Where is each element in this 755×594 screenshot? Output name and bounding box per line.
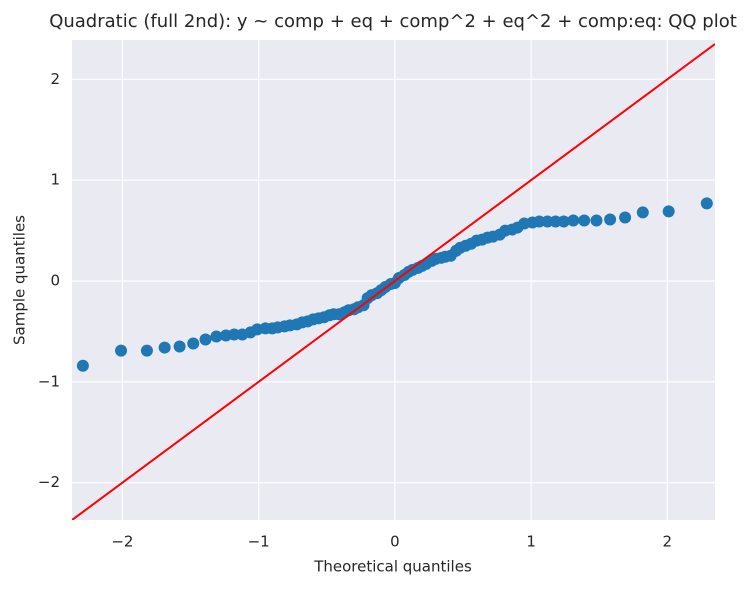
point (604, 213, 617, 226)
point (173, 340, 186, 353)
point (619, 211, 632, 224)
point (210, 330, 223, 343)
x-tick-label: 1 (526, 533, 536, 551)
point (140, 344, 153, 357)
point (76, 359, 89, 372)
point (590, 214, 603, 227)
point (567, 214, 580, 227)
point (199, 333, 212, 346)
point (187, 337, 200, 350)
y-tick-label: −1 (38, 372, 60, 390)
reference-line (72, 43, 715, 520)
x-axis-label: Theoretical quantiles (313, 558, 472, 576)
point (578, 214, 591, 227)
y-axis-label: Sample quantiles (11, 215, 29, 345)
point (662, 205, 675, 218)
point (636, 206, 649, 219)
point (557, 215, 570, 228)
point (158, 341, 171, 354)
y-tick-label: 0 (50, 272, 60, 290)
point (115, 344, 128, 357)
x-tick-label: 2 (663, 533, 673, 551)
chart-title: Quadratic (full 2nd): y ~ comp + eq + co… (49, 11, 737, 32)
x-tick-label: 0 (390, 533, 400, 551)
y-tick-label: −2 (38, 473, 60, 491)
marks (72, 43, 715, 520)
point (700, 197, 713, 210)
y-tick-label: 2 (50, 70, 60, 88)
x-tick-label: −1 (248, 533, 270, 551)
y-tick-label: 1 (50, 171, 60, 189)
x-tick-label: −2 (111, 533, 133, 551)
